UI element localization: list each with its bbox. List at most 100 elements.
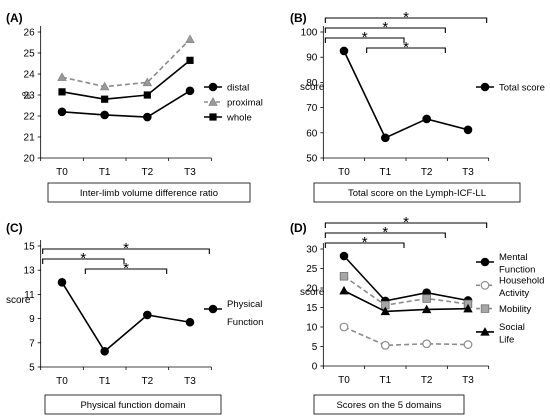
chart-panel-b: (B) 50 60 70 80 90 100 T0 T1 T2 T3 score * * * * Total s… xyxy=(290,9,545,203)
caption-box xyxy=(313,182,521,203)
data-point xyxy=(339,46,349,56)
y-tick-label: 50 xyxy=(306,154,318,165)
y-tick-label: 25 xyxy=(24,49,36,60)
significance-bracket xyxy=(324,17,488,23)
data-point xyxy=(100,110,109,120)
y-tick-label: 22 xyxy=(24,112,36,123)
y-tick-label: 9 xyxy=(29,314,35,325)
y-tick-label: 7 xyxy=(29,338,35,349)
series-line xyxy=(61,90,191,118)
y-tick-label: 21 xyxy=(24,133,36,144)
series-line xyxy=(61,38,191,88)
data-point xyxy=(100,346,109,356)
significance-star: * xyxy=(123,240,129,257)
data-point xyxy=(339,285,349,295)
legend-label: distal xyxy=(227,83,249,94)
caption-box xyxy=(313,394,465,415)
significance-bracket xyxy=(324,222,488,228)
series-line xyxy=(61,281,191,353)
x-tick-label: T2 xyxy=(421,167,433,178)
y-tick-label: 13 xyxy=(24,266,36,277)
legend-label: Total score xyxy=(499,83,545,94)
series-line xyxy=(343,275,469,307)
significance-star: * xyxy=(403,39,409,56)
data-point xyxy=(101,95,109,103)
data-point xyxy=(463,303,473,313)
series-proximal xyxy=(57,34,195,91)
y-tick-label: 0 xyxy=(312,362,318,373)
y-tick-label: 10 xyxy=(306,323,318,334)
y-tick-label: 15 xyxy=(306,303,318,314)
data-point xyxy=(143,112,152,122)
data-point xyxy=(339,272,349,281)
data-point xyxy=(57,72,67,81)
caption-text: Total score on the Lymph-ICF-LL xyxy=(348,188,486,199)
y-tick-label: 90 xyxy=(306,53,318,64)
legend-label: Physical Function xyxy=(227,299,263,328)
legend: distal proximal whole xyxy=(204,83,263,124)
y-axis-label: score xyxy=(300,82,325,93)
data-point xyxy=(57,278,67,287)
series-distal xyxy=(57,86,195,122)
x-tick-label: T0 xyxy=(56,167,68,178)
series-total-score xyxy=(339,46,473,143)
x-tick-label: T1 xyxy=(99,376,111,387)
y-tick-label: 25 xyxy=(306,264,318,275)
series-line xyxy=(343,50,469,139)
significance-star: * xyxy=(362,234,368,251)
y-tick-label: 11 xyxy=(24,290,35,301)
y-tick-label: 26 xyxy=(24,28,36,39)
data-point xyxy=(185,34,195,44)
series-social-life xyxy=(339,285,473,316)
x-tick-label: T3 xyxy=(462,167,474,178)
legend-label: Mobility xyxy=(499,304,531,315)
data-point xyxy=(463,340,473,349)
legend-marker xyxy=(209,113,217,121)
legend-label: whole xyxy=(226,113,252,124)
legend-marker xyxy=(208,97,218,106)
y-tick-label: 20 xyxy=(306,284,318,295)
series-line xyxy=(343,290,469,313)
data-point xyxy=(380,306,391,316)
significance-bracket xyxy=(324,232,446,238)
caption-box xyxy=(44,394,222,415)
panel-label: (C) xyxy=(6,221,23,235)
legend-label: Mental Function xyxy=(499,252,535,276)
chart-panel-c: (C) 5 7 9 11 13 15 T0 T1 T2 T3 score * * * Physical Func… xyxy=(6,221,263,415)
x-tick-label: T2 xyxy=(421,375,433,386)
y-axis-label: score xyxy=(6,295,31,306)
significance-star: * xyxy=(403,9,409,26)
y-tick-label: 20 xyxy=(24,154,36,165)
series-mental-function xyxy=(339,251,473,306)
significance-star: * xyxy=(80,250,86,267)
x-tick-label: T0 xyxy=(338,375,350,386)
legend-marker xyxy=(480,304,490,313)
data-point xyxy=(143,310,152,320)
data-point xyxy=(58,88,66,96)
significance-bracket xyxy=(366,47,446,53)
legend-marker xyxy=(480,280,490,290)
panel-label: (D) xyxy=(290,221,307,235)
caption-text: Physical function domain xyxy=(80,400,185,411)
y-tick-label: 5 xyxy=(29,363,35,374)
data-point xyxy=(339,251,349,261)
significance-bracket xyxy=(324,27,446,33)
y-tick-label: 5 xyxy=(312,342,318,353)
data-point xyxy=(185,86,195,96)
y-tick-label: 60 xyxy=(306,128,318,139)
series-line xyxy=(61,59,191,101)
legend-marker xyxy=(208,82,218,92)
data-point xyxy=(422,114,431,124)
legend-marker xyxy=(208,304,218,314)
legend-marker xyxy=(480,257,490,267)
significance-star: * xyxy=(123,260,129,277)
data-point xyxy=(421,304,432,314)
panel-label: (B) xyxy=(290,11,307,25)
series-household-activity xyxy=(339,322,473,350)
significance-bracket xyxy=(42,258,125,264)
x-tick-label: T1 xyxy=(379,375,391,386)
data-point xyxy=(186,56,194,64)
y-tick-label: 100 xyxy=(301,28,318,39)
x-tick-label: T3 xyxy=(184,376,196,387)
